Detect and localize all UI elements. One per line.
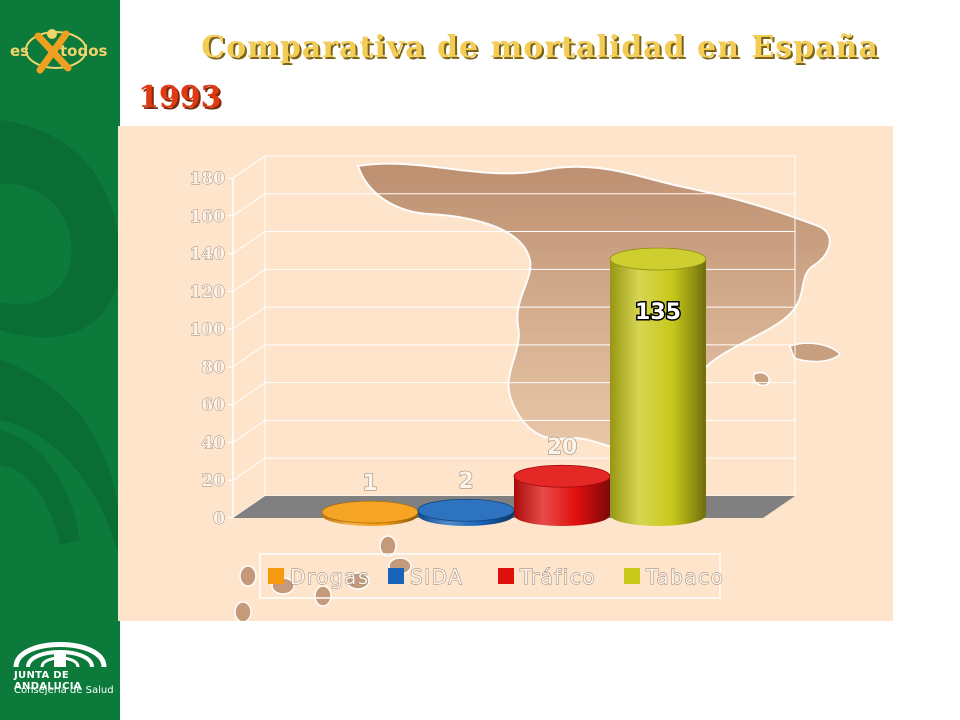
canary-island: [379, 535, 397, 557]
chart-panel: 0 20 40 60 80 100 120 140 160 180 1 2 20 135 Drogas S…: [118, 126, 893, 621]
spain-map-background: [234, 162, 842, 621]
data-label: 20: [547, 435, 578, 460]
y-tick-label: 60: [201, 396, 225, 416]
legend-label: SIDA: [410, 565, 463, 589]
canary-island: [314, 585, 332, 607]
legend-swatch: [388, 568, 404, 584]
sidebar: es todos JUNTA DE ANDALUCIA Consejería d…: [0, 0, 120, 720]
balearic-island: [789, 342, 842, 363]
bar-sida: [417, 498, 515, 526]
y-tick-label: 120: [190, 282, 226, 302]
y-tick-label: 40: [201, 433, 225, 453]
bar-tabaco: [609, 247, 707, 526]
year-subtitle: 1993: [138, 80, 222, 115]
y-tick-label: 140: [190, 245, 226, 265]
gridline: [232, 419, 795, 443]
consejeria-text: Consejería de Salud: [14, 685, 114, 696]
side-wall-frame: [232, 155, 266, 519]
junta-andalucia-logo: [8, 625, 112, 705]
bar-tráfico: [513, 464, 611, 526]
bar-top: [321, 500, 419, 524]
bar-top: [417, 498, 515, 522]
y-axis: 0 20 40 60 80 100 120 140 160 180: [189, 169, 234, 529]
legend-swatch: [498, 568, 514, 584]
logo-todos-text: todos: [60, 42, 108, 60]
bar-body: [514, 476, 610, 526]
legend-swatch: [268, 568, 284, 584]
sidebar-decoration: [0, 120, 120, 560]
y-tick-label: 100: [190, 320, 226, 340]
bar-drogas: [321, 500, 419, 526]
data-label: 1: [362, 471, 377, 496]
logo-es-text: es: [10, 42, 30, 60]
junta-emblem-icon: [13, 642, 107, 668]
estodos-logo: es todos: [8, 28, 112, 74]
x-figure-icon: [25, 29, 87, 74]
canary-island: [239, 565, 257, 587]
balearic-island: [752, 372, 770, 386]
y-tick-label: 0: [213, 509, 225, 529]
y-tick-label: 160: [190, 207, 226, 227]
data-label: 2: [458, 469, 473, 494]
bar-chart: 0 20 40 60 80 100 120 140 160 180 1 2 20 135 Drogas S…: [189, 155, 842, 621]
bar-top: [513, 464, 611, 488]
y-tick-label: 80: [201, 358, 225, 378]
bar-top: [609, 247, 707, 271]
legend-swatch: [624, 568, 640, 584]
legend-label: Drogas: [290, 565, 370, 589]
canary-island: [234, 601, 252, 621]
canary-island: [346, 572, 370, 590]
y-tick-label: 180: [190, 169, 226, 189]
bars: [321, 247, 707, 526]
gridline: [232, 193, 795, 217]
data-labels: 1 2 20 135: [362, 299, 683, 497]
legend-label: Tabaco: [645, 565, 724, 589]
spain-map-shape: [356, 162, 831, 450]
legend-label: Tráfico: [519, 565, 596, 589]
data-label: 135: [635, 300, 681, 325]
legend-box: [259, 553, 721, 599]
page-title: Comparativa de mortalidad en España: [201, 30, 879, 65]
gridline: [232, 155, 795, 179]
gridline: [232, 231, 795, 254]
legend: Drogas SIDA Tráfico Tabaco: [259, 553, 724, 599]
bar-body: [610, 259, 706, 526]
y-tick-label: 20: [201, 471, 225, 491]
junta-text: JUNTA DE ANDALUCIA: [14, 670, 82, 692]
